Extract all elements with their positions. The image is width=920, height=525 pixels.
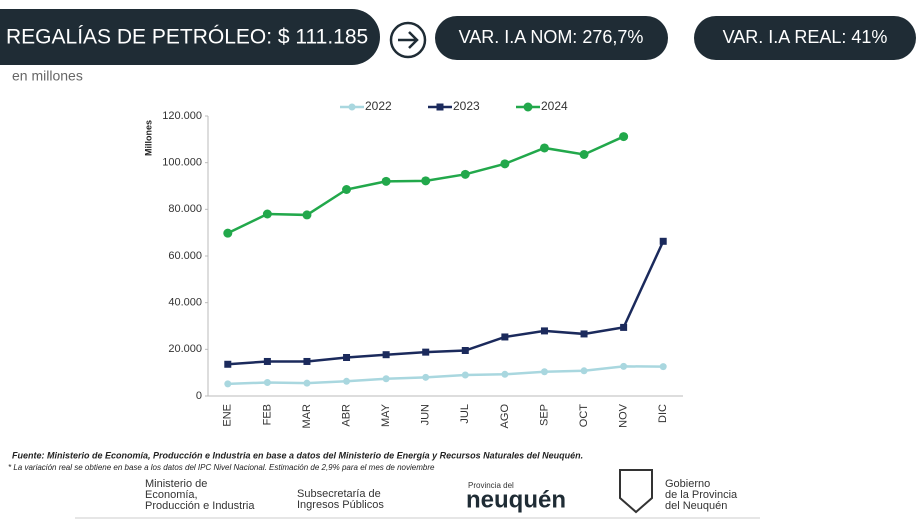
y-axis-label: Millones (143, 120, 153, 156)
marker (461, 371, 469, 379)
y-tick-label: 120.000 (162, 110, 202, 122)
y-tick-label: 80.000 (168, 203, 202, 215)
x-tick-label: NOV (618, 403, 630, 428)
marker (382, 375, 390, 383)
ministry-line: Producción e Industria (145, 500, 255, 512)
marker (539, 143, 549, 153)
y-tick-label: 100.000 (162, 157, 202, 169)
marker (580, 367, 588, 375)
marker (422, 348, 430, 356)
marker (500, 159, 510, 169)
marker (523, 102, 533, 112)
note: * La variación real se obtiene en base a… (8, 463, 435, 472)
y-tick-label: 0 (196, 390, 202, 402)
marker (501, 333, 509, 341)
shield-icon (619, 469, 653, 514)
brand: neuquén (466, 486, 566, 513)
marker (619, 132, 629, 142)
ministry-line: Economía, (145, 489, 198, 501)
marker (436, 103, 444, 111)
x-tick-label: ABR (340, 404, 352, 427)
marker (540, 368, 548, 376)
marker (501, 370, 509, 378)
marker (382, 351, 390, 359)
marker (343, 354, 351, 361)
marker (580, 330, 588, 338)
marker (421, 176, 431, 186)
marker (263, 378, 271, 386)
marker (342, 185, 352, 194)
marker (262, 209, 272, 219)
unit-note: en millones (12, 68, 83, 84)
series-line (227, 240, 665, 366)
marker (659, 237, 667, 245)
gobierno-line: Gobierno (665, 478, 710, 490)
marker (659, 363, 667, 371)
marker (381, 176, 391, 186)
var-real: VAR. I.A REAL: 41% (723, 27, 888, 47)
subsecretaria-line: Subsecretaría de (297, 488, 381, 500)
var-nom: VAR. I.A NOM: 276,7% (459, 27, 644, 47)
title: REGALÍAS DE PETRÓLEO: $ 111.185 (6, 26, 368, 49)
source: Fuente: Ministerio de Economía, Producci… (12, 450, 583, 460)
x-tick-label: MAY (380, 403, 392, 427)
x-tick-label: ENE (222, 404, 234, 427)
gobierno-line: de la Provincia (665, 489, 738, 501)
x-tick-label: FEB (261, 404, 273, 425)
y-tick-label: 60.000 (168, 250, 202, 262)
x-tick-label: MAR (301, 404, 313, 429)
marker (302, 210, 312, 220)
marker (460, 169, 470, 179)
legend-label: 2024 (541, 99, 568, 113)
marker (620, 362, 628, 370)
y-tick-label: 40.000 (168, 297, 202, 309)
x-tick-label: AGO (499, 404, 511, 429)
legend-label: 2022 (365, 99, 392, 113)
x-tick-label: DIC (657, 404, 669, 423)
gobierno-line: del Neuquén (665, 500, 727, 512)
marker (224, 360, 232, 368)
legend-label: 2023 (453, 99, 480, 113)
marker (422, 373, 430, 381)
real-pill (694, 16, 916, 60)
marker (223, 228, 233, 238)
brand-small: Provincia del (468, 481, 514, 490)
marker (348, 103, 356, 111)
ministry-line: Ministerio de (145, 478, 207, 490)
x-tick-label: JUL (459, 404, 471, 424)
arrow-icon (389, 21, 427, 59)
marker (343, 377, 351, 385)
marker (263, 357, 271, 365)
subsecretaria-line: Ingresos Públicos (297, 499, 384, 511)
marker (303, 357, 311, 365)
y-tick-label: 20.000 (168, 343, 202, 355)
marker (303, 379, 311, 387)
marker (540, 327, 548, 335)
marker (461, 347, 469, 354)
x-tick-label: OCT (578, 404, 590, 428)
arrow-icon (398, 31, 419, 49)
nom-pill (435, 16, 668, 60)
title-pill (0, 9, 380, 65)
marker (579, 150, 589, 159)
marker (620, 323, 628, 331)
x-tick-label: SEP (538, 404, 550, 426)
series-line (227, 365, 664, 386)
marker (224, 380, 232, 388)
x-tick-label: JUN (420, 404, 432, 425)
